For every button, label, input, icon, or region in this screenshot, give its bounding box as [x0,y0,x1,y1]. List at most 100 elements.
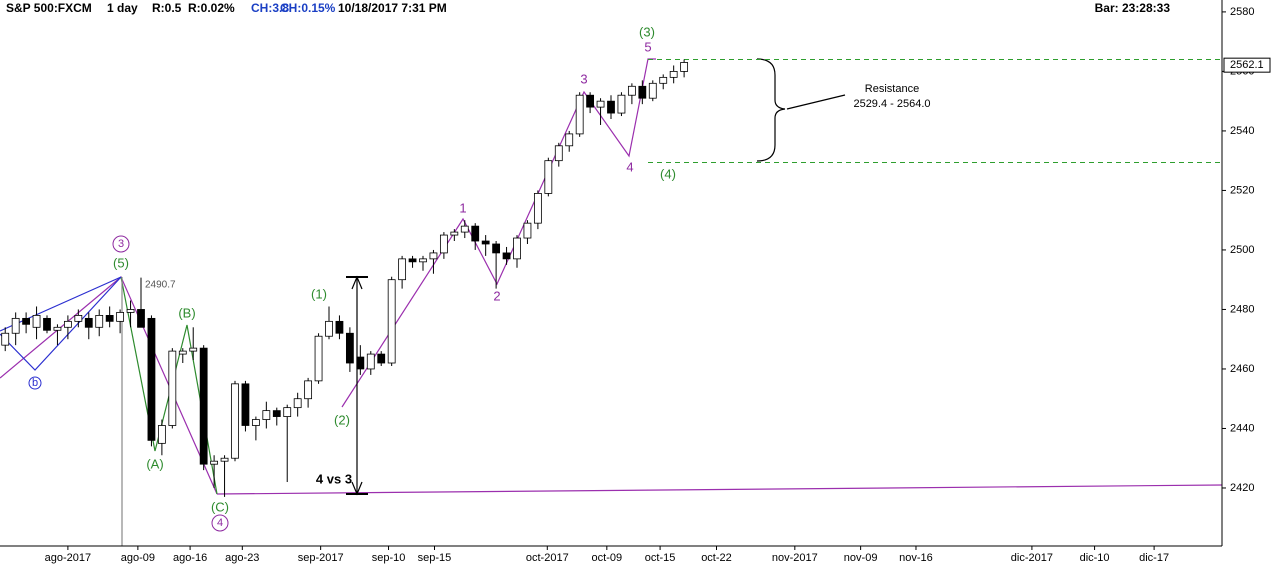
candle-body [43,317,51,331]
candle-body [481,240,490,245]
candle-body [366,353,375,370]
x-tick-label: ago-16 [173,552,207,564]
candle-body [199,347,208,465]
candle-body [84,317,93,328]
candle-body [387,279,396,364]
candle-body [680,62,689,72]
x-tick-label: nov-16 [899,552,933,564]
candle-body [241,383,250,426]
candle-body [22,317,31,325]
candle-body [356,356,365,370]
candle-body [53,326,62,331]
wave-circle [112,235,130,253]
bar-timer: Bar: 23:28:33 [1095,1,1171,15]
candle-body [168,350,177,426]
candle-body [157,425,166,444]
annotation: 4 vs 3 [316,471,352,486]
candle-body [638,85,647,99]
candle-body [596,100,605,108]
candle-body [325,320,333,337]
x-tick-label: oct-15 [645,552,676,564]
candle-body [429,252,438,260]
candle-body [95,315,104,328]
annotation: (B) [178,305,195,320]
wave-lines [0,58,1223,546]
candle-body [126,309,135,313]
annotation: 2 [493,288,500,303]
wave-circle [211,514,229,532]
candle-body [565,133,574,147]
candle-body [314,335,323,382]
candle-body [178,350,187,355]
candle-body [231,383,239,459]
datetime: 10/18/2017 7:31 PM [338,1,447,15]
candle-body [251,419,260,426]
x-tick-label: ago-2017 [45,552,92,564]
annotation: 2490.7 [145,280,176,291]
y-tick-label: 2440 [1230,422,1254,434]
candle-body [575,94,584,135]
candle-body [669,71,678,78]
candle-body [659,76,668,84]
annotation: 2529.4 - 2564.0 [853,98,930,110]
wave-line [341,58,656,408]
candle-body [293,398,302,409]
y-tick-label: 2540 [1230,125,1254,137]
candle-body [1,332,10,346]
interval: 1 day [107,1,138,15]
x-tick-label: nov-09 [844,552,878,564]
annotation: b [32,377,38,389]
candle-body [345,332,354,364]
annotation: (C) [211,499,229,514]
annotation: Resistance [865,83,919,95]
x-tick-label: dic-2017 [1011,552,1053,564]
candle-body [533,193,542,224]
y-tick-label: 2580 [1230,6,1254,18]
y-tick-label: 2420 [1230,482,1254,494]
candle-body [272,410,281,417]
annotation: 4 [217,517,223,529]
range: R:0.5 [152,1,182,15]
wave-line [0,276,122,332]
candle-body [419,258,427,263]
annotation: 4 [626,159,633,174]
annotation: 1 [459,200,466,215]
candle-body [32,315,41,328]
x-tick-label: ago-23 [225,552,259,564]
candle-body [137,309,145,328]
candle-body [492,243,501,254]
annotation: (4) [660,166,676,181]
x-tick-label: oct-2017 [526,552,569,564]
y-tick-label: 2520 [1230,184,1254,196]
annotation: (2) [334,412,350,427]
candle-body [220,457,229,462]
wave-line [0,276,122,371]
candle-body [544,160,553,194]
candle-body [471,225,480,242]
annotation: (3) [639,24,655,39]
annotation: (1) [311,286,327,301]
candle-body [377,353,386,364]
symbol: S&P 500:FXCM [6,1,92,15]
candle-body [460,225,469,233]
last-price-box [1223,57,1271,73]
change: CH:3.8 [251,1,289,15]
candle-body [617,94,626,114]
x-tick-label: ago-09 [121,552,155,564]
change-pct: CH:0.15% [280,1,336,15]
candle-body [105,315,114,322]
candle-body [116,312,125,322]
candle-body [398,258,407,281]
annotation: 3 [118,238,124,250]
candle-body [450,231,459,236]
annotation: (5) [113,255,129,270]
annotation: (A) [146,456,163,471]
candle-body [408,258,417,263]
measure-arrow [351,275,363,496]
candle-body [147,317,156,441]
x-tick-label: sep-10 [372,552,406,564]
candle-body [283,407,292,417]
annotation: 5 [644,39,651,54]
candle-body [11,317,20,334]
